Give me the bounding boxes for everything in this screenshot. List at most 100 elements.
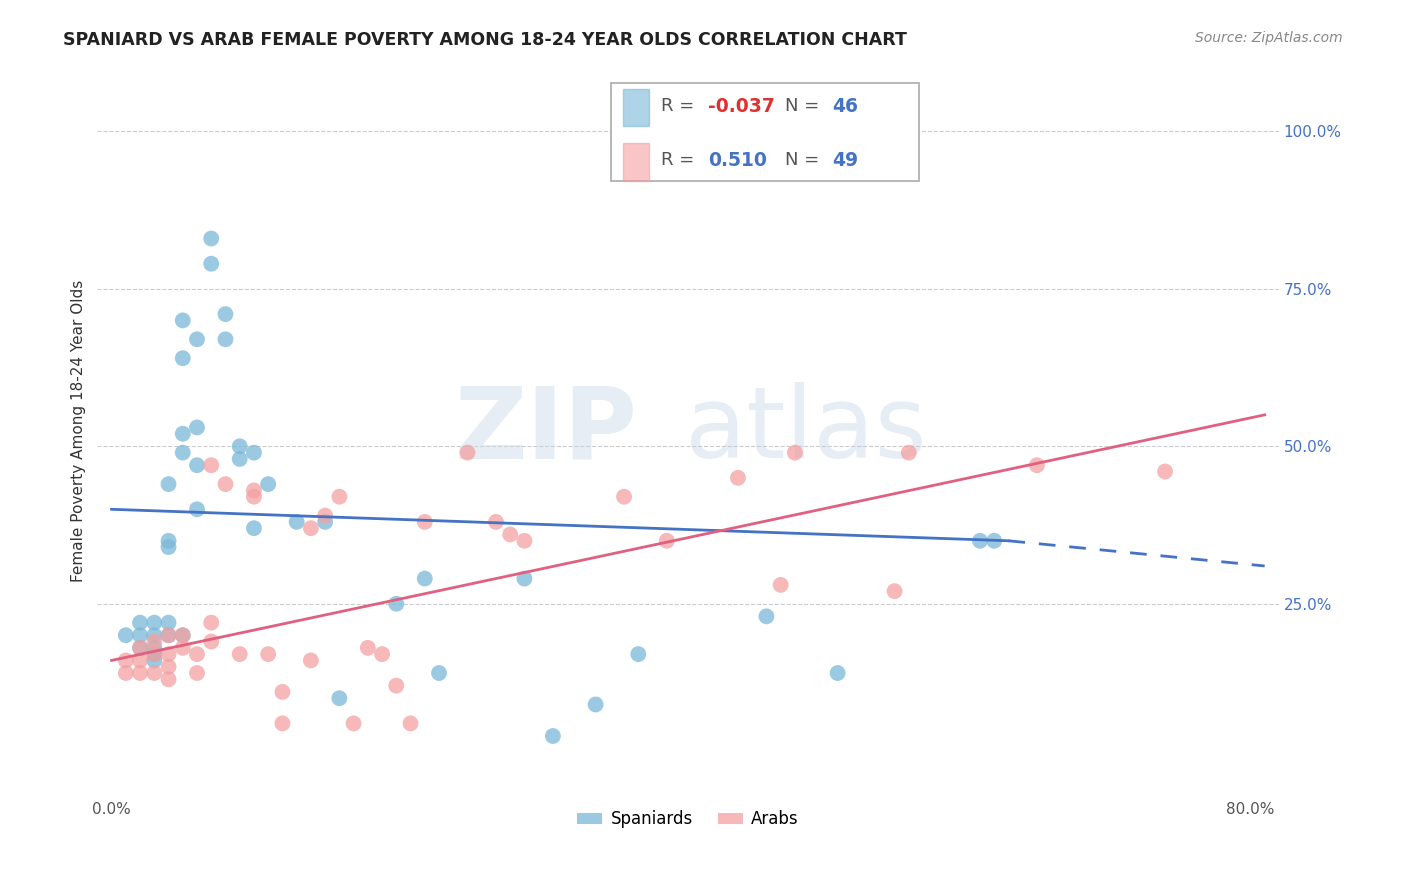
- Point: [413, 572, 436, 586]
- Y-axis label: Female Poverty Among 18-24 Year Olds: Female Poverty Among 18-24 Year Olds: [72, 279, 86, 582]
- Point: [172, 426, 194, 441]
- Point: [413, 515, 436, 529]
- Point: [314, 515, 336, 529]
- Text: N =: N =: [785, 152, 825, 169]
- Point: [1154, 465, 1177, 479]
- Text: 0.510: 0.510: [709, 151, 768, 170]
- Point: [172, 628, 194, 642]
- Point: [755, 609, 778, 624]
- Point: [385, 597, 408, 611]
- Point: [399, 716, 422, 731]
- Bar: [623, 89, 650, 127]
- Point: [371, 647, 394, 661]
- Point: [228, 439, 250, 453]
- Point: [186, 647, 208, 661]
- Point: [172, 351, 194, 366]
- Point: [783, 445, 806, 459]
- Point: [769, 578, 792, 592]
- Point: [186, 666, 208, 681]
- Point: [513, 533, 536, 548]
- Point: [143, 615, 166, 630]
- Point: [385, 679, 408, 693]
- Point: [613, 490, 636, 504]
- Point: [157, 628, 180, 642]
- Point: [228, 451, 250, 466]
- Point: [129, 640, 152, 655]
- Point: [655, 533, 678, 548]
- Point: [314, 508, 336, 523]
- Point: [143, 653, 166, 667]
- Point: [129, 628, 152, 642]
- Point: [228, 647, 250, 661]
- Point: [214, 332, 236, 346]
- Point: [172, 628, 194, 642]
- Point: [257, 477, 280, 491]
- Point: [157, 673, 180, 687]
- Point: [214, 307, 236, 321]
- Bar: [623, 143, 650, 181]
- Point: [143, 628, 166, 642]
- Point: [513, 572, 536, 586]
- Point: [585, 698, 607, 712]
- Point: [114, 653, 136, 667]
- Point: [172, 640, 194, 655]
- Point: [172, 313, 194, 327]
- Text: atlas: atlas: [686, 382, 927, 479]
- Point: [172, 445, 194, 459]
- Point: [114, 628, 136, 642]
- Point: [200, 634, 222, 648]
- Point: [969, 533, 991, 548]
- Point: [983, 533, 1005, 548]
- Point: [427, 666, 450, 681]
- Legend: Spaniards, Arabs: Spaniards, Arabs: [571, 804, 806, 835]
- Point: [200, 458, 222, 473]
- Point: [328, 691, 350, 706]
- Point: [883, 584, 905, 599]
- Point: [271, 685, 294, 699]
- Point: [157, 533, 180, 548]
- Point: [243, 490, 266, 504]
- Point: [186, 332, 208, 346]
- Point: [157, 540, 180, 554]
- Point: [186, 420, 208, 434]
- Point: [214, 477, 236, 491]
- Point: [129, 666, 152, 681]
- Point: [257, 647, 280, 661]
- Point: [143, 647, 166, 661]
- Point: [499, 527, 522, 541]
- Point: [627, 647, 650, 661]
- Point: [143, 647, 166, 661]
- Point: [114, 666, 136, 681]
- Point: [129, 640, 152, 655]
- Point: [157, 647, 180, 661]
- Point: [243, 521, 266, 535]
- FancyBboxPatch shape: [612, 83, 918, 181]
- Point: [541, 729, 564, 743]
- Text: SPANIARD VS ARAB FEMALE POVERTY AMONG 18-24 YEAR OLDS CORRELATION CHART: SPANIARD VS ARAB FEMALE POVERTY AMONG 18…: [63, 31, 907, 49]
- Point: [157, 659, 180, 673]
- Text: -0.037: -0.037: [709, 96, 775, 116]
- Text: ZIP: ZIP: [456, 382, 638, 479]
- Point: [143, 640, 166, 655]
- Point: [200, 231, 222, 245]
- Point: [143, 666, 166, 681]
- Point: [299, 521, 322, 535]
- Text: R =: R =: [661, 97, 700, 115]
- Point: [157, 615, 180, 630]
- Point: [157, 628, 180, 642]
- Point: [143, 634, 166, 648]
- Text: 46: 46: [832, 96, 858, 116]
- Point: [357, 640, 380, 655]
- Point: [186, 458, 208, 473]
- Point: [485, 515, 508, 529]
- Text: 49: 49: [832, 151, 859, 170]
- Point: [897, 445, 920, 459]
- Point: [200, 257, 222, 271]
- Point: [243, 445, 266, 459]
- Point: [328, 490, 350, 504]
- Text: N =: N =: [785, 97, 825, 115]
- Point: [271, 716, 294, 731]
- Point: [342, 716, 364, 731]
- Point: [129, 653, 152, 667]
- Point: [129, 615, 152, 630]
